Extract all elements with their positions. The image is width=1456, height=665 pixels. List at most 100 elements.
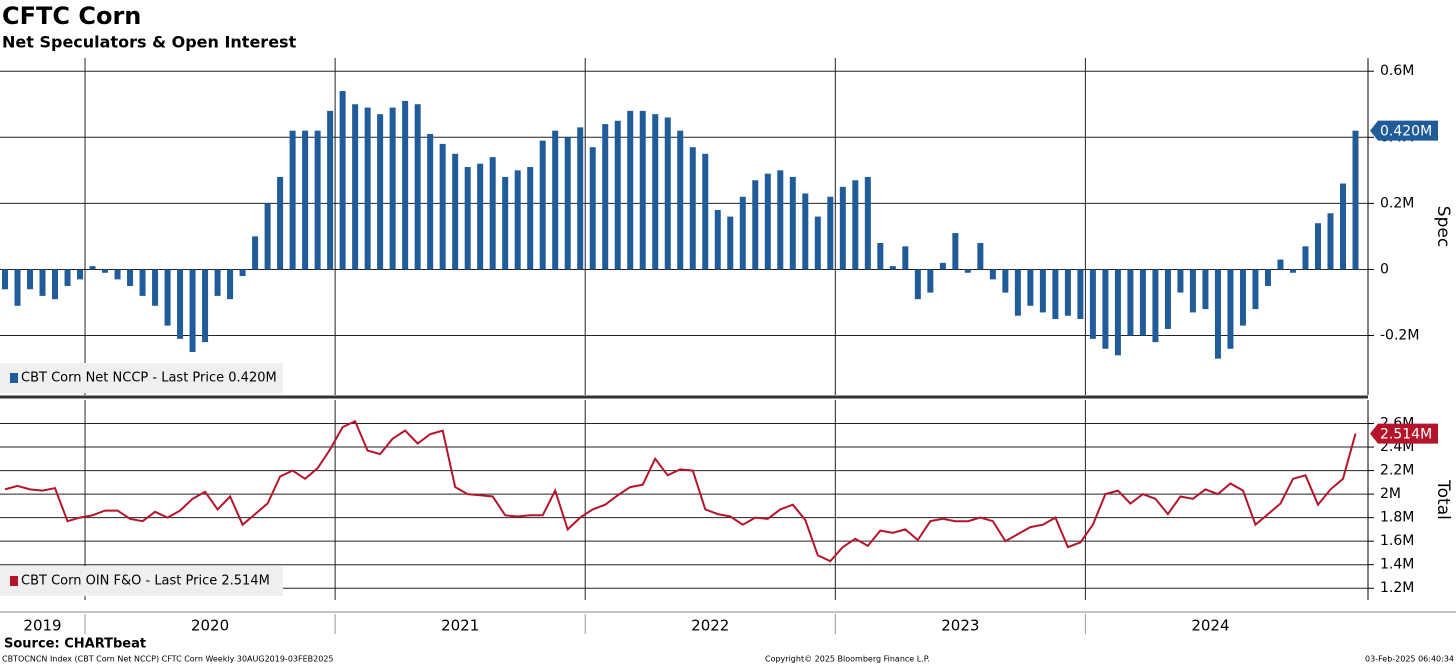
footer-copyright: Copyright© 2025 Bloomberg Finance L.P. [765,655,930,664]
bar [302,130,309,270]
bar [177,269,184,339]
bar [789,176,796,270]
bar [277,176,284,270]
bar [327,110,334,270]
y-tick-label: 1.2M [1380,580,1414,596]
x-tick-label: 2024 [1191,617,1229,635]
footer-timestamp: 03-Feb-2025 06:40:34 [1365,655,1454,664]
bar [777,170,784,270]
bar [914,269,921,300]
bar [752,180,759,270]
bar [1289,269,1296,273]
bar [852,180,859,270]
bar [1039,269,1046,313]
bar [1064,269,1071,316]
bar [739,196,746,270]
bar [377,114,384,270]
bar [464,167,471,270]
bar [527,167,534,270]
bar [127,269,134,286]
x-tick-label: 2019 [23,617,61,635]
y-tick-label: -0.2M [1380,328,1419,344]
bar [1239,269,1246,326]
bar [227,269,234,300]
bar [314,130,321,270]
bar [1177,269,1184,293]
bar [902,246,909,270]
bar [927,269,934,293]
x-tick-label: 2021 [441,617,479,635]
bar [1152,269,1159,343]
bar [1302,246,1309,270]
bar [802,193,809,270]
y-tick-label: 1.6M [1380,533,1414,549]
x-tick-label: 2023 [941,617,979,635]
bar [439,143,446,270]
bar [827,196,834,270]
last-value-label: 0.420M [1380,124,1432,140]
bar [639,110,646,270]
footer-description: CBTOCNCN Index (CBT Corn Net NCCP) CFTC … [2,655,334,664]
bar [14,269,21,306]
bar [539,140,546,270]
last-value-tag [1370,423,1438,444]
bar [1089,269,1096,339]
bar [514,170,521,270]
bar [564,137,571,270]
bar [152,269,159,306]
y-tick-label: 2M [1380,486,1401,502]
bar [1164,269,1171,329]
legend-label: CBT Corn OIN F&O - Last Price 2.514M [21,574,270,589]
bar [689,147,696,270]
bar [1002,269,1009,293]
bar [452,153,459,270]
bar [164,269,171,326]
bar [1114,269,1121,356]
bar [27,269,34,290]
bar [589,147,596,270]
bar [602,124,609,270]
bar [939,262,946,270]
bar [1264,269,1271,286]
bar [864,176,871,270]
bar [702,153,709,270]
bar [952,233,959,270]
source: Source: CHARTbeat [4,637,146,652]
y-tick-label: 0.6M [1380,63,1414,79]
last-value-label: 2.514M [1380,427,1432,443]
bar [289,130,296,270]
bar [339,91,346,270]
last-value-tag [1370,120,1438,141]
bar [677,130,684,270]
y-axis-title: Spec [1433,206,1453,247]
bar [839,186,846,270]
bar [1252,269,1259,310]
bar [39,269,46,296]
bar [402,100,409,270]
bar [1339,183,1346,270]
legend-label: CBT Corn Net NCCP - Last Price 0.420M [21,371,277,386]
bar [889,266,896,270]
y-tick-label: 1.8M [1380,510,1414,526]
bar [989,269,996,280]
bar [1077,269,1084,320]
bar [102,269,109,273]
bar [1102,269,1109,349]
bar [1189,269,1196,313]
bar [1027,269,1034,306]
bar [389,107,396,270]
bar [1202,269,1209,310]
bar [1139,269,1146,336]
bar [77,269,84,280]
y-axis-title: Total [1433,479,1453,520]
bar [477,163,484,270]
bar [577,127,584,270]
bar [64,269,71,286]
x-tick-label: 2022 [691,617,729,635]
bar [1277,259,1284,270]
bar [814,216,821,270]
legend-box [0,363,283,393]
bar [1014,269,1021,316]
bar [364,107,371,270]
